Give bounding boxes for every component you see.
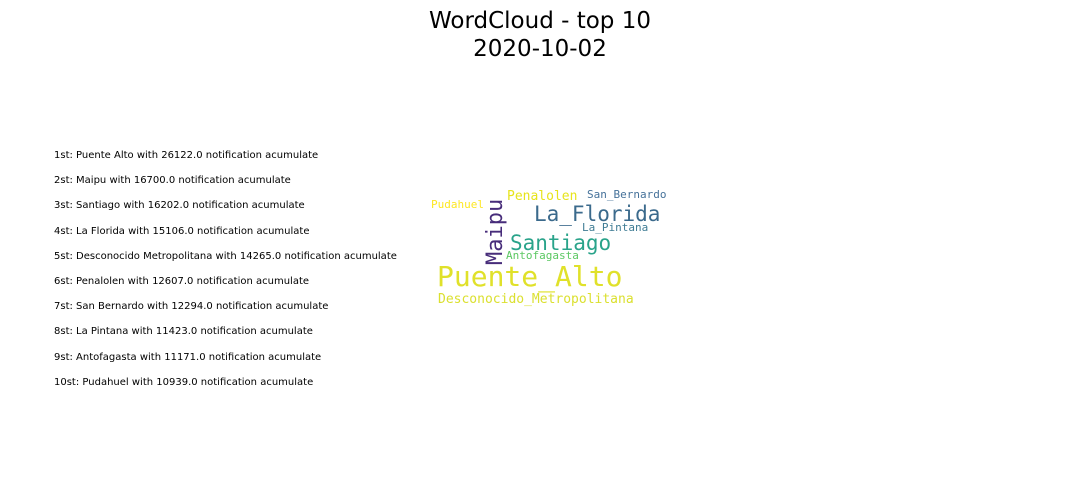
ranking-item-2: 2st: Maipu with 16700.0 notification acu… xyxy=(54,175,291,187)
word-desconocido-metropolitana: Desconocido_Metropolitana xyxy=(438,292,634,307)
word-puente-alto: Puente_Alto xyxy=(437,260,622,294)
ranking-item-4: 4st: La Florida with 15106.0 notificatio… xyxy=(54,225,310,237)
ranking-item-8: 8st: La Pintana with 11423.0 notificatio… xyxy=(54,326,313,338)
chart-title: WordCloud - top 10 xyxy=(428,8,651,34)
word-penalolen: Penalolen xyxy=(507,189,577,204)
ranking-item-6: 6st: Penalolen with 12607.0 notification… xyxy=(54,275,310,287)
word-pudahuel: Pudahuel xyxy=(431,198,484,211)
ranking-item-1: 1st: Puente Alto with 26122.0 notificati… xyxy=(54,150,319,161)
word-la-pintana: La_Pintana xyxy=(582,221,648,234)
word-maipu: Maipu xyxy=(483,199,508,265)
ranking-item-3: 3st: Santiago with 16202.0 notification … xyxy=(54,200,305,212)
ranking-item-9: 9st: Antofagasta with 11171.0 notificati… xyxy=(54,351,322,363)
ranking-item-5: 5st: Desconocido Metropolitana with 1426… xyxy=(54,250,397,262)
ranking-list: 1st: Puente Alto with 26122.0 notificati… xyxy=(54,150,397,402)
word-santiago: Santiago xyxy=(510,231,611,255)
word-antofagasta: Antofagasta xyxy=(506,249,579,262)
ranking-item-10: 10st: Pudahuel with 10939.0 notification… xyxy=(54,376,314,388)
word-san-bernardo: San_Bernardo xyxy=(587,188,666,201)
ranking-item-7: 7st: San Bernardo with 12294.0 notificat… xyxy=(54,301,329,313)
word-la-florida: La_Florida xyxy=(534,202,660,226)
chart-subtitle: 2020-10-02 xyxy=(473,36,607,62)
